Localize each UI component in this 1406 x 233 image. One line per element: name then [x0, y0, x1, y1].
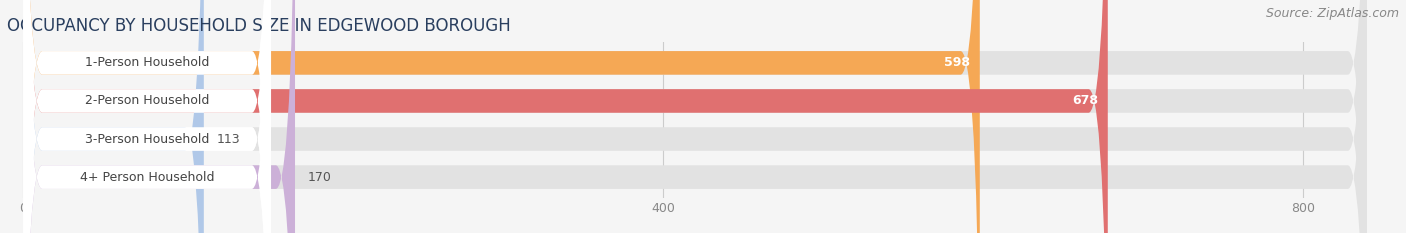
Text: 1-Person Household: 1-Person Household	[84, 56, 209, 69]
Text: 3-Person Household: 3-Person Household	[84, 133, 209, 146]
FancyBboxPatch shape	[22, 0, 1367, 233]
Text: 113: 113	[217, 133, 240, 146]
Text: OCCUPANCY BY HOUSEHOLD SIZE IN EDGEWOOD BOROUGH: OCCUPANCY BY HOUSEHOLD SIZE IN EDGEWOOD …	[7, 17, 510, 35]
FancyBboxPatch shape	[22, 0, 271, 233]
Text: Source: ZipAtlas.com: Source: ZipAtlas.com	[1265, 7, 1399, 20]
FancyBboxPatch shape	[22, 0, 1367, 233]
FancyBboxPatch shape	[22, 0, 980, 233]
FancyBboxPatch shape	[22, 0, 271, 233]
Text: 2-Person Household: 2-Person Household	[84, 94, 209, 107]
Text: 678: 678	[1073, 94, 1098, 107]
FancyBboxPatch shape	[22, 0, 1367, 233]
FancyBboxPatch shape	[22, 0, 271, 233]
FancyBboxPatch shape	[22, 0, 204, 233]
FancyBboxPatch shape	[22, 0, 295, 233]
FancyBboxPatch shape	[22, 0, 271, 233]
Text: 598: 598	[945, 56, 970, 69]
FancyBboxPatch shape	[22, 0, 1108, 233]
FancyBboxPatch shape	[22, 0, 271, 233]
FancyBboxPatch shape	[22, 0, 271, 233]
FancyBboxPatch shape	[22, 0, 271, 233]
FancyBboxPatch shape	[22, 0, 1367, 233]
Text: 170: 170	[308, 171, 332, 184]
Text: 4+ Person Household: 4+ Person Household	[80, 171, 214, 184]
FancyBboxPatch shape	[22, 0, 271, 233]
